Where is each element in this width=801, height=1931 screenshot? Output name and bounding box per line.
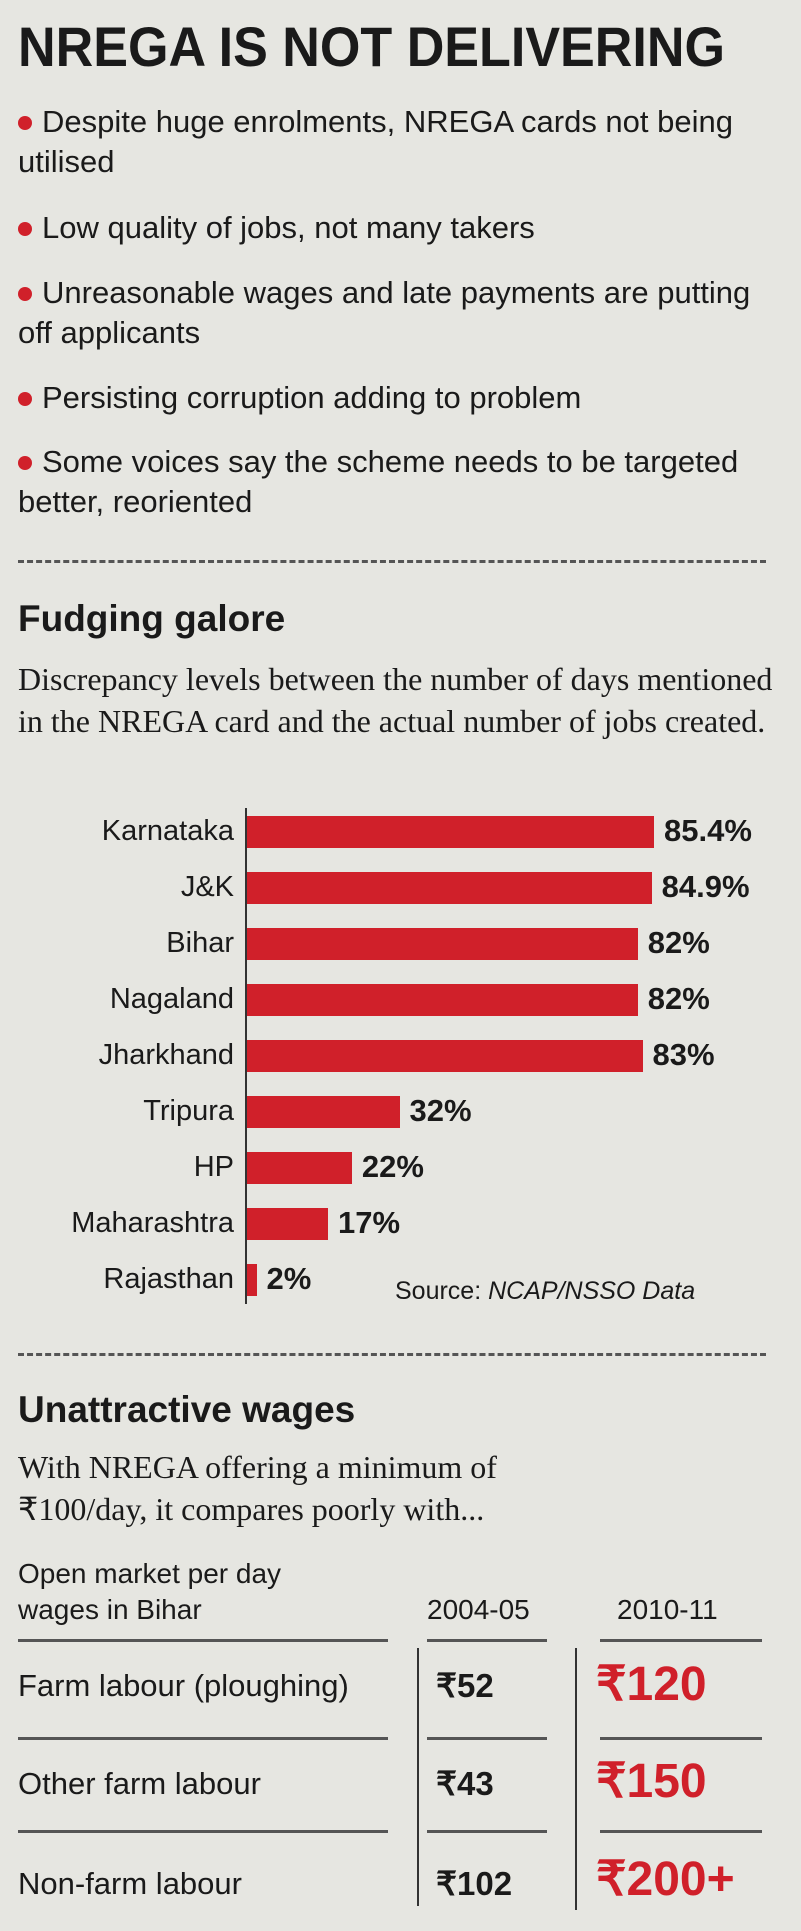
data-label: 17% [338, 1205, 401, 1240]
row-label: Farm labour (ploughing) [18, 1668, 349, 1703]
category-label: Karnataka [101, 815, 234, 847]
value-2004: ₹43 [436, 1765, 494, 1802]
table-rule [600, 1737, 762, 1740]
data-label: 82% [647, 925, 710, 960]
row-label: Non-farm labour [18, 1866, 242, 1901]
category-label: HP [193, 1151, 234, 1183]
bullet-item: Low quality of jobs, not many takers [18, 208, 788, 248]
data-label: 85.4% [664, 813, 752, 848]
chart-description: Discrepancy levels between the number of… [18, 661, 773, 739]
value-2010: ₹200+ [596, 1853, 735, 1906]
bullet-text: Unreasonable wages and late payments are… [18, 275, 751, 350]
bar [247, 984, 638, 1016]
bar [247, 1096, 400, 1128]
category-label: Maharashtra [71, 1207, 234, 1239]
category-label: Rajasthan [103, 1263, 234, 1295]
value-2004: ₹52 [436, 1667, 494, 1704]
bullet-text: Persisting corruption adding to problem [42, 380, 582, 415]
data-label: 22% [361, 1149, 424, 1184]
table-rule [18, 1639, 388, 1642]
bullet-text: Low quality of jobs, not many takers [42, 210, 535, 245]
row-label: Other farm labour [18, 1766, 261, 1801]
bullet-item: Unreasonable wages and late payments are… [18, 273, 788, 353]
section-heading-wages: Unattractive wages [18, 1389, 356, 1430]
chart-source: Source: NCAP/NSSO Data [395, 1277, 695, 1306]
table-rule [18, 1830, 388, 1833]
data-label: 32% [409, 1093, 472, 1128]
bar [247, 1040, 643, 1072]
source-name: NCAP/NSSO Data [488, 1277, 696, 1305]
category-label: Nagaland [109, 983, 234, 1015]
value-2004: ₹102 [436, 1865, 513, 1902]
column-header-2010: 2010-11 [617, 1594, 718, 1625]
page-title: NREGA IS NOT DELIVERING [18, 15, 726, 78]
table-rule [600, 1830, 762, 1833]
value-2010: ₹120 [596, 1658, 707, 1711]
section-heading-fudging: Fudging galore [18, 598, 286, 639]
table-rule [18, 1737, 388, 1740]
bullet-dot-icon [18, 287, 32, 301]
column-divider [417, 1648, 419, 1906]
category-label: Jharkhand [98, 1039, 234, 1071]
bullet-dot-icon [18, 116, 32, 130]
category-label: Tripura [143, 1095, 234, 1127]
bar [247, 816, 654, 848]
data-label: 84.9% [661, 869, 750, 904]
bullet-item: Persisting corruption adding to problem [18, 378, 788, 418]
bar [247, 928, 638, 960]
wages-description: With NREGA offering a minimum of ₹100/da… [18, 1449, 497, 1527]
table-rule [427, 1830, 547, 1833]
bullet-text: Despite huge enrolments, NREGA cards not… [18, 104, 733, 179]
column-header-2004: 2004-05 [427, 1594, 530, 1625]
bullet-dot-icon [18, 222, 32, 236]
category-label: Bihar [166, 927, 234, 959]
chart-axis [245, 808, 247, 1304]
bullet-text: Some voices say the scheme needs to be t… [18, 444, 739, 519]
category-label: J&K [180, 871, 234, 903]
section-divider [18, 1353, 766, 1356]
table-header-line2: wages in Bihar [18, 1594, 202, 1625]
data-label: 2% [266, 1261, 312, 1296]
bar [247, 1208, 329, 1240]
section-divider [18, 560, 766, 563]
table-header-line1: Open market per day [18, 1558, 282, 1589]
bullet-item: Despite huge enrolments, NREGA cards not… [18, 102, 788, 182]
data-label: 83% [652, 1037, 715, 1072]
value-2010: ₹150 [596, 1755, 707, 1808]
table-rule [427, 1639, 547, 1642]
bar [247, 872, 652, 904]
table-rule [427, 1737, 547, 1740]
bar [247, 1264, 257, 1296]
source-prefix: Source: [395, 1277, 489, 1305]
column-divider [575, 1648, 577, 1910]
data-label: 82% [647, 981, 710, 1016]
bullet-dot-icon [18, 392, 32, 406]
bullet-dot-icon [18, 456, 32, 470]
bullet-item: Some voices say the scheme needs to be t… [18, 442, 788, 522]
bar [247, 1152, 352, 1184]
table-rule [600, 1639, 762, 1642]
